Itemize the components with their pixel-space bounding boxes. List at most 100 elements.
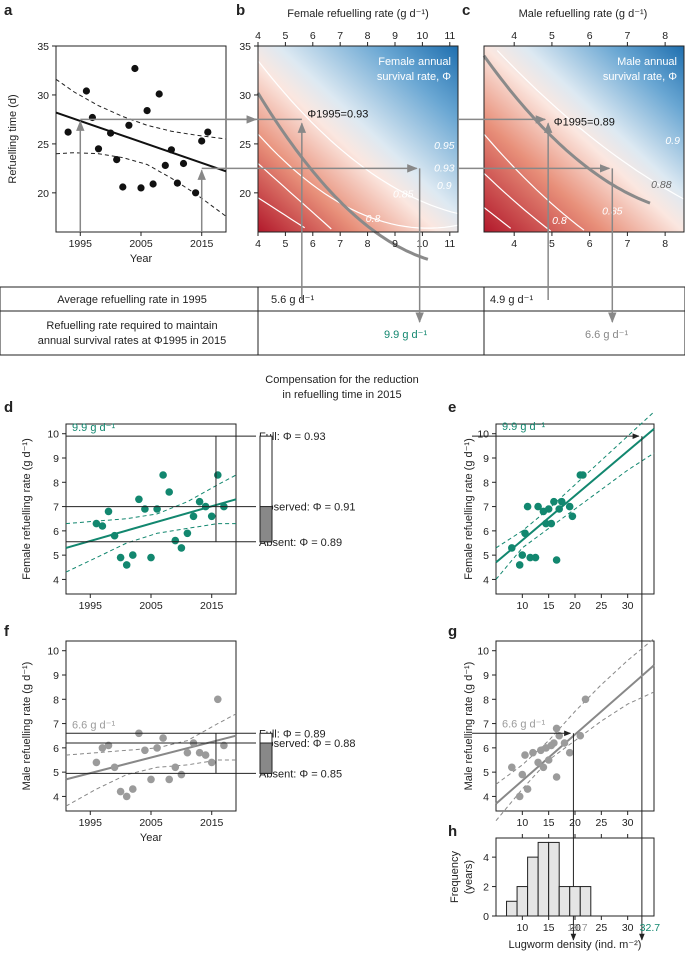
ci-lower [495,691,655,822]
y-axis-label: Female refuelling rate (g d⁻¹) [21,438,33,580]
contour-line [483,207,512,229]
data-point [508,544,516,552]
data-point [531,553,540,562]
data-point [579,471,587,479]
x-tick-label: 15 [543,817,555,829]
x-tick-label: 20 [569,922,581,934]
data-point [515,792,524,801]
y-axis-label: Refuelling time (d) [7,94,19,183]
data-point [550,739,558,747]
histogram-bar [506,900,518,917]
data-point [547,519,556,528]
ci-lower [65,523,236,573]
data-point [165,488,173,496]
histogram-bar [516,886,529,917]
contour-line [257,163,332,230]
rate-label: 6.6 g d⁻¹ [72,719,115,731]
y-axis-label: Female refuelling rate (g d⁻¹) [463,438,475,580]
y-tick-label: 4 [483,852,489,864]
phi-curve [256,92,429,261]
data-point [104,507,113,516]
x-axis-label: Year [140,832,163,844]
table-row2-label-line2: annual survival rates at Φ1995 in 2015 [38,335,227,347]
data-point [137,184,145,192]
y-tick-label: 20 [239,188,251,200]
histogram-bar [558,886,571,917]
panel-b-legend-line2: survival rate, Φ [377,71,451,83]
contour-label: 0.85 [393,189,414,201]
y-tick-label: 9 [483,670,489,682]
data-point [523,785,532,793]
contour-label: 0.8 [552,215,567,227]
rate-label: 9.9 g d⁻¹ [72,422,115,434]
data-point [534,758,542,767]
y-tick-label: 20 [37,188,49,200]
y-tick-label: 6 [483,526,489,538]
fit-line [495,664,655,805]
panel-letter-c: c [462,2,470,19]
x-tick-label: 10 [516,817,528,829]
x-tick-label: 15 [543,922,555,934]
y-tick-label: 10 [47,429,59,441]
data-point [552,773,561,781]
data-point [204,128,212,136]
x-tick-label: 8 [365,238,371,250]
data-point [539,763,548,772]
data-point [207,512,216,521]
histogram-bar [548,841,560,917]
data-point [135,495,143,504]
panel-d: 1995 2005 2015 4 5 6 7 8 9 10 Female refuelling ra… [21,422,356,612]
data-point [116,553,125,562]
x-tick-label: 5 [282,238,288,250]
data-point [521,751,529,759]
y-tick-label: 7 [483,719,489,731]
x-tick-label: 9 [392,30,398,42]
x-tick-label: 6 [310,30,316,42]
panel-b-title: Female refuelling rate (g d⁻¹) [287,8,429,20]
data-point [214,695,222,704]
panel-c-title: Male refuelling rate (g d⁻¹) [519,8,648,20]
y-tick-label: 25 [37,139,49,151]
x-tick-label: 6 [587,30,593,42]
phi-curve [482,54,651,205]
x-axis-label: Year [130,253,153,265]
data-point [183,529,192,538]
contour-label: 0.95 [434,140,455,152]
data-point [113,156,121,164]
annotation-full: Full: Φ = 0.89 [259,728,326,740]
contour-label: 0.88 [651,179,672,191]
y-tick-label: 30 [37,90,49,102]
data-point [523,502,532,511]
data-point [165,775,173,784]
contour-line [483,172,552,232]
ci-lower [65,759,236,807]
x-tick-label: 30 [622,922,634,934]
x-tick-label: 6 [310,238,316,250]
contour-label: 0.93 [434,162,455,174]
x-tick-label: 25 [595,817,607,829]
contour-label: 0.9 [665,135,680,147]
panel-b-heatmap [258,46,458,232]
data-point [125,121,133,129]
data-point [508,763,516,772]
contour-label: 0.8 [366,213,381,225]
x-tick-label: 9 [392,238,398,250]
x-tick-label: 7 [337,238,343,250]
x-tick-label: 7 [624,30,630,42]
annotation-full: Full: Φ = 0.93 [259,431,326,443]
x-tick-label: 4 [511,238,517,250]
female-density-label: 32.7 [640,922,661,934]
y-tick-label: 8 [483,477,489,489]
contour-line [257,197,306,229]
data-point [558,497,566,506]
contour-line [257,60,459,215]
data-point [552,724,561,733]
phi-1995-label: Φ1995=0.93 [307,108,368,120]
data-point [189,512,198,521]
ci-upper [55,78,227,140]
data-point [179,159,188,168]
ci-lower [495,452,655,580]
data-point [544,505,553,513]
